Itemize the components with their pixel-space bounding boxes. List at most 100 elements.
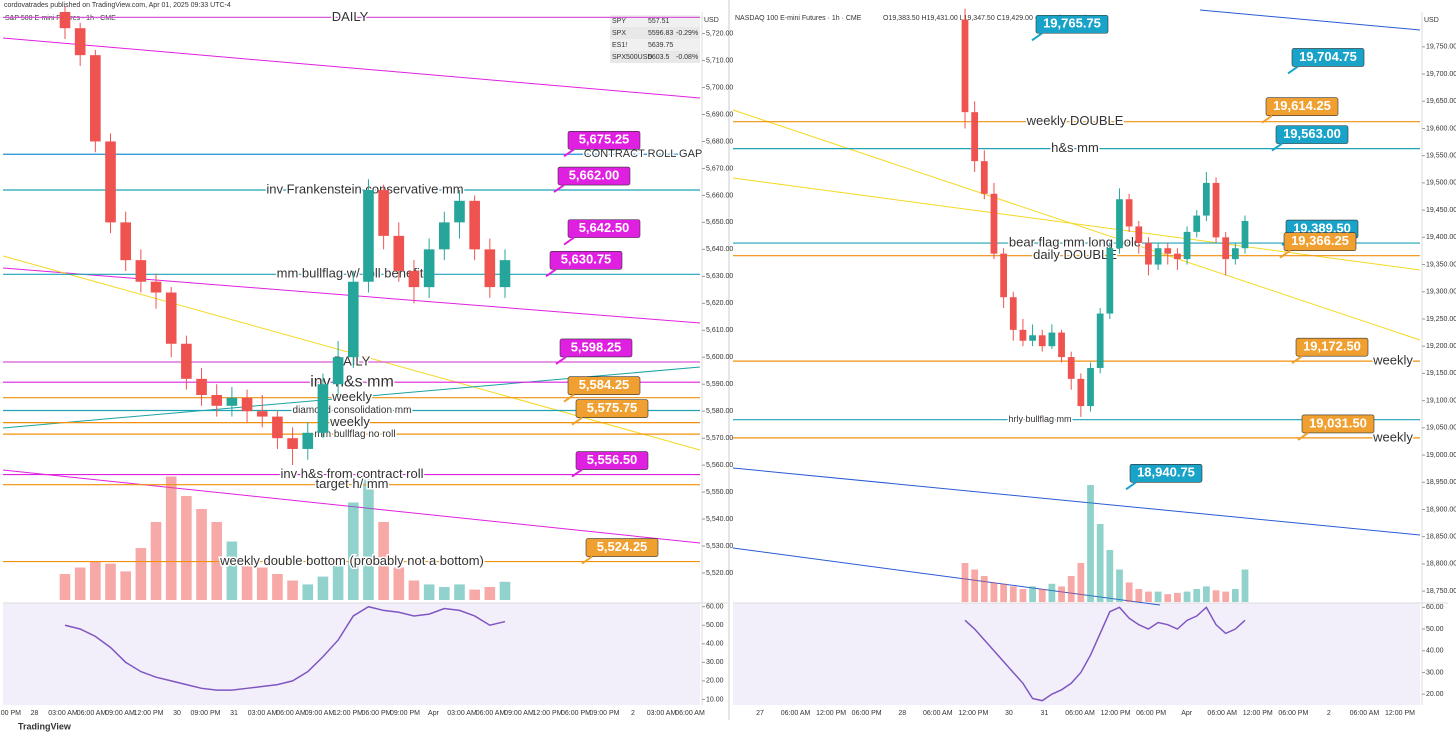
candle-body: [150, 281, 162, 293]
trend-line: [732, 177, 1421, 271]
price-tag: [1129, 463, 1203, 483]
candle-body: [363, 190, 374, 282]
trend-line: [1199, 9, 1421, 31]
volume-bar: [165, 476, 177, 600]
x-tick-label: 09:00 PM: [191, 710, 221, 717]
price-tag-label: 5,575.75: [587, 400, 638, 415]
level-label: inv Frankenstein conservative mm: [266, 181, 463, 196]
y-tick-label: 5,560.00: [706, 462, 733, 469]
price-tag-pointer: [571, 468, 583, 478]
y-tick-label: 19,600.00: [1426, 125, 1456, 132]
volume-bar: [1145, 591, 1152, 602]
volume-bar: [1019, 589, 1027, 602]
price-tag-label: 19,366.25: [1291, 233, 1349, 248]
level-label: hrly bullflag mm: [1008, 414, 1071, 424]
rsi-line: [64, 605, 506, 691]
price-tag-pointer: [1297, 432, 1309, 441]
x-tick-label: 06:00 PM: [1278, 710, 1308, 717]
level-label: daily DOUBLE: [1033, 247, 1117, 262]
candle-body: [105, 141, 116, 223]
y-tick-label: 19,500.00: [1426, 180, 1456, 187]
volume-bar: [484, 587, 496, 600]
level-label: bear flag mm long pole: [1009, 234, 1141, 249]
level-label: CONTRACT ROLL GAP: [584, 148, 703, 160]
candle-body: [1067, 357, 1075, 379]
level-label: weekly: [329, 414, 370, 429]
candle-body: [484, 249, 496, 288]
volume-bar: [1241, 569, 1249, 602]
y-tick-label: 19,750.00: [1426, 44, 1456, 51]
level-label: target h/ mm: [316, 476, 389, 491]
y-tick-label: 5,550.00: [706, 489, 733, 496]
x-tick-label: 12:00 PM: [533, 710, 563, 717]
candle-body: [59, 12, 71, 29]
rsi-tick-label: 60.00: [706, 604, 724, 611]
quote-row: [610, 51, 700, 63]
price-tag-label: 19,614.25: [1273, 98, 1331, 113]
level-label: weekly double bottom (probably not a bot…: [219, 553, 484, 568]
candle-body: [302, 432, 314, 449]
x-tick-label: 03:00 AM: [647, 710, 677, 717]
rsi-tick-label: 30.00: [706, 659, 724, 666]
x-tick-label: 06:00 AM: [675, 710, 705, 717]
volume-bar: [135, 548, 147, 600]
quote-price: 5639.75: [648, 42, 673, 49]
volume-bar: [1154, 591, 1162, 602]
candle-body: [287, 438, 298, 449]
price-tag-pointer: [1125, 481, 1137, 491]
price-tag: [559, 338, 633, 358]
price-tag-label: 5,642.50: [579, 220, 630, 235]
price-tag: [575, 399, 649, 418]
candle-body: [971, 112, 979, 162]
x-tick-label: 30: [173, 710, 181, 717]
price-tag-label: 5,630.75: [561, 252, 612, 267]
y-tick-label: 5,610.00: [706, 327, 733, 334]
chart-title: NASDAQ 100 E-mini Futures · 1h · CME: [735, 15, 862, 22]
x-tick-label: 03:00 AM: [447, 710, 477, 717]
rsi-band: [733, 603, 1420, 705]
x-tick-label: 06:00 AM: [1207, 710, 1237, 717]
volume-bar: [59, 574, 71, 600]
price-tag: [585, 538, 659, 557]
volume-bar: [1212, 590, 1220, 602]
candle-body: [90, 55, 101, 142]
x-tick-label: 09:00 PM: [0, 710, 21, 717]
candle-body: [1222, 237, 1230, 260]
y-tick-label: 5,660.00: [706, 192, 733, 199]
candle-body: [1193, 215, 1201, 232]
x-tick-label: 2: [631, 710, 635, 717]
volume-bar: [256, 567, 268, 600]
y-tick-label: 19,550.00: [1426, 153, 1456, 160]
rsi-tick-label: 20.00: [1426, 691, 1444, 698]
y-tick-label: 19,650.00: [1426, 98, 1456, 105]
volume-bar: [1164, 594, 1172, 602]
y-tick-label: 5,530.00: [706, 543, 733, 550]
quote-price: 557.51: [648, 18, 670, 25]
price-tag-label: 5,662.00: [569, 167, 620, 182]
candle-body: [1009, 297, 1017, 330]
volume-bar: [408, 580, 420, 600]
candle-body: [980, 161, 988, 194]
price-tag-pointer: [571, 416, 583, 426]
x-tick-label: 09:00 AM: [504, 710, 534, 717]
price-tag: [1295, 337, 1369, 357]
y-tick-label: 5,600.00: [706, 354, 733, 361]
candle-body: [990, 193, 998, 254]
volume-bar: [1009, 586, 1017, 602]
candle-body: [1000, 253, 1007, 298]
rsi-tick-label: 40.00: [1426, 648, 1444, 655]
volume-bar: [1203, 586, 1210, 602]
volume-bar: [393, 567, 405, 600]
volume-bar: [317, 576, 329, 600]
candle-body: [1203, 182, 1210, 216]
volume-bar: [1193, 589, 1201, 602]
x-tick-label: 28: [31, 710, 39, 717]
price-tag-pointer: [545, 268, 557, 278]
y-tick-label: 19,700.00: [1426, 71, 1456, 78]
volume-bar: [990, 582, 998, 602]
candle-body: [1038, 335, 1046, 347]
quote-row: [610, 27, 700, 39]
volume-bar: [90, 561, 101, 600]
x-tick-label: 03:00 AM: [48, 710, 78, 717]
